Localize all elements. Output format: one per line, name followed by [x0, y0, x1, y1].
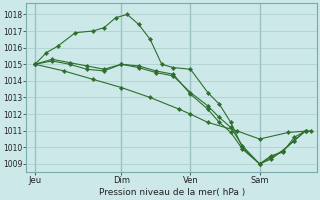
X-axis label: Pression niveau de la mer( hPa ): Pression niveau de la mer( hPa ) [99, 188, 245, 197]
